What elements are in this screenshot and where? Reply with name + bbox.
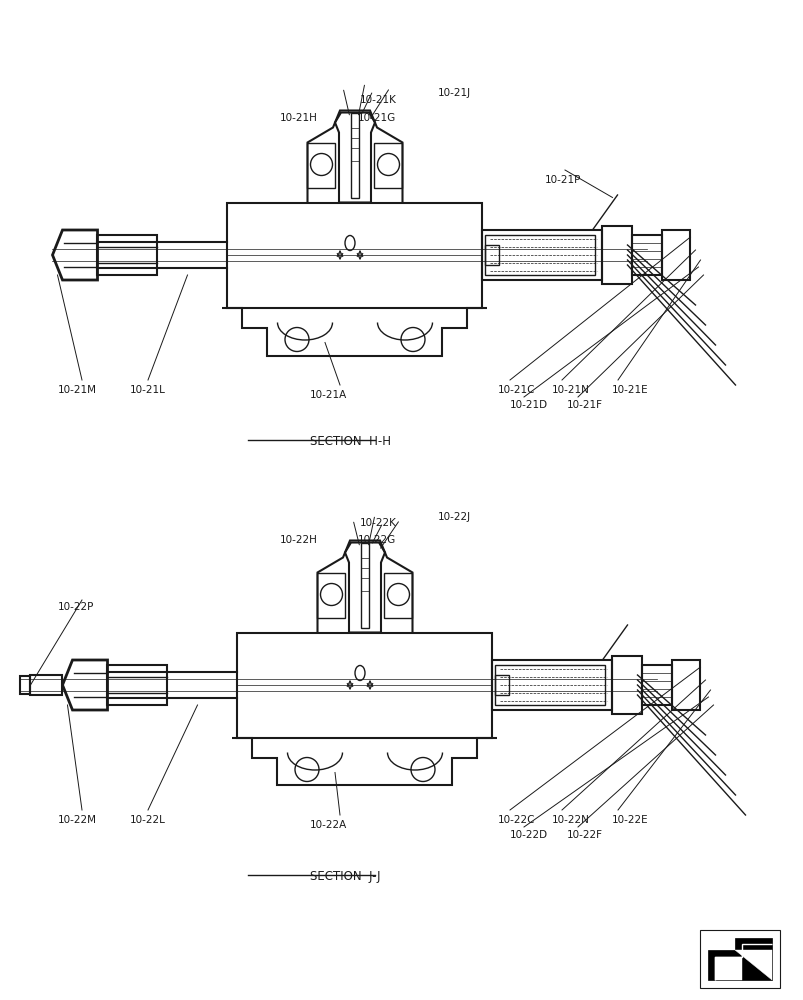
- Bar: [601, 226, 632, 284]
- Bar: [361, 542, 369, 628]
- Bar: [317, 572, 345, 617]
- Bar: [237, 633, 492, 738]
- Bar: [384, 572, 412, 617]
- Bar: [495, 675, 509, 695]
- Text: 10-21J: 10-21J: [438, 88, 471, 98]
- Bar: [307, 143, 335, 188]
- Text: 10-21C: 10-21C: [497, 385, 535, 395]
- Text: 10-22H: 10-22H: [279, 535, 317, 545]
- Polygon shape: [707, 938, 771, 980]
- Bar: [612, 656, 642, 714]
- Bar: [492, 660, 612, 710]
- Bar: [662, 230, 690, 280]
- Text: SECTION  H-H: SECTION H-H: [310, 435, 390, 448]
- Text: 10-22F: 10-22F: [566, 830, 602, 840]
- Bar: [227, 202, 482, 308]
- Bar: [485, 245, 499, 265]
- Bar: [699, 930, 779, 988]
- Text: 10-21M: 10-21M: [58, 385, 97, 395]
- Bar: [632, 235, 662, 275]
- Text: 10-22G: 10-22G: [357, 535, 396, 545]
- Text: 10-22K: 10-22K: [360, 518, 397, 528]
- Bar: [20, 676, 31, 694]
- Text: SECTION  J-J: SECTION J-J: [310, 870, 380, 883]
- Text: 10-22L: 10-22L: [130, 815, 165, 825]
- Text: 10-21N: 10-21N: [552, 385, 589, 395]
- Bar: [482, 230, 601, 280]
- Text: 10-21E: 10-21E: [611, 385, 648, 395]
- Text: 10-22P: 10-22P: [58, 602, 94, 612]
- Text: 10-21F: 10-21F: [566, 400, 602, 410]
- Text: 10-21L: 10-21L: [130, 385, 165, 395]
- Text: 10-21D: 10-21D: [509, 400, 548, 410]
- Text: 10-22M: 10-22M: [58, 815, 97, 825]
- Text: 10-21P: 10-21P: [544, 175, 581, 185]
- Text: 10-22J: 10-22J: [438, 512, 471, 522]
- Text: 10-22C: 10-22C: [497, 815, 535, 825]
- Text: 10-22D: 10-22D: [509, 830, 548, 840]
- Bar: [642, 665, 671, 705]
- Bar: [495, 665, 605, 705]
- Text: 10-21G: 10-21G: [357, 113, 396, 123]
- Text: 10-21H: 10-21H: [279, 113, 317, 123]
- Bar: [351, 113, 359, 198]
- Polygon shape: [714, 957, 741, 980]
- Polygon shape: [734, 950, 771, 980]
- Bar: [671, 660, 699, 710]
- Text: 10-21A: 10-21A: [310, 390, 347, 400]
- Text: 10-22N: 10-22N: [552, 815, 589, 825]
- Text: 10-21K: 10-21K: [360, 95, 397, 105]
- Text: 10-22E: 10-22E: [611, 815, 648, 825]
- Bar: [108, 665, 167, 705]
- Bar: [374, 143, 402, 188]
- Bar: [97, 235, 157, 275]
- Text: 10-22A: 10-22A: [310, 820, 347, 830]
- Bar: [31, 675, 63, 695]
- Bar: [485, 235, 595, 275]
